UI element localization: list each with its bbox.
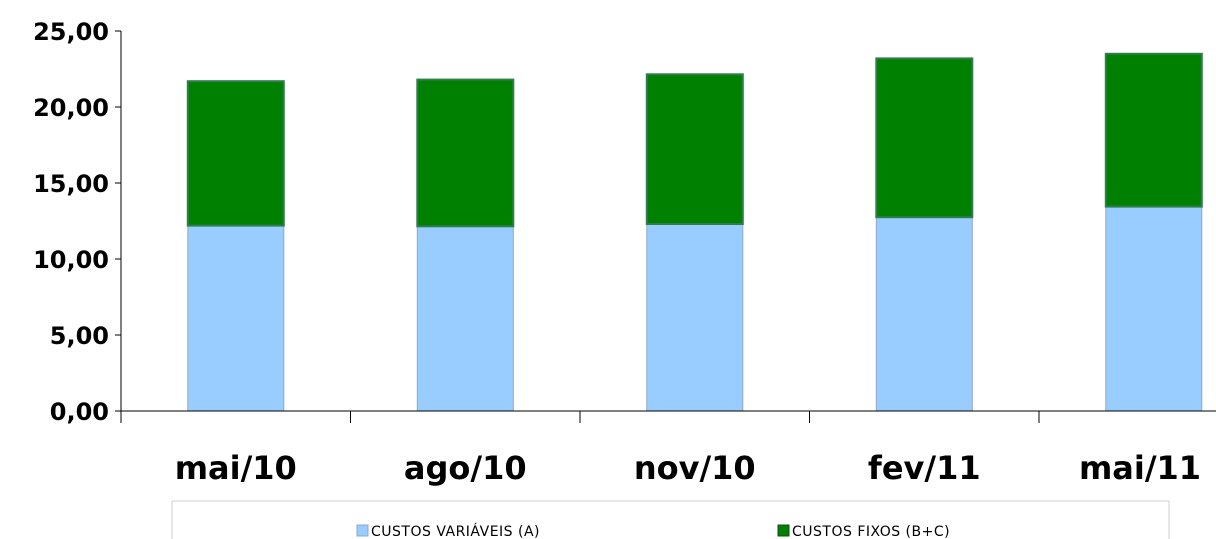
bar-custos-fixos-0 — [186, 80, 285, 227]
legend-label-custos-variaveis: CUSTOS VARIÁVEIS (A) — [371, 523, 540, 539]
bar-custos-fixos-1 — [416, 78, 515, 228]
y-tick-label-0: 0,00 — [50, 398, 109, 426]
axes: 0,00 5,00 10,00 15,00 20,00 25,00 mai/10 ago/10… — [33, 18, 1216, 487]
bar-custos-variaveis-1 — [416, 225, 514, 412]
y-tick-label-4: 20,00 — [33, 94, 109, 122]
bar-custos-variaveis-2 — [646, 223, 744, 412]
bar-custos-variaveis-3 — [875, 216, 973, 412]
x-tick-label-2: nov/10 — [634, 449, 756, 487]
bar-custos-fixos-2 — [645, 73, 744, 225]
y-tick-label-5: 25,00 — [33, 18, 109, 46]
x-tick-label-1: ago/10 — [404, 449, 527, 487]
legend: CUSTOS VARIÁVEIS (A) CUSTOS FIXOS (B+C) — [171, 500, 1170, 539]
legend-box — [171, 500, 1170, 539]
y-tick-label-1: 5,00 — [50, 322, 109, 350]
legend-label-custos-fixos: CUSTOS FIXOS (B+C) — [792, 524, 950, 539]
plot-area — [186, 52, 1203, 412]
bar-custos-fixos-3 — [875, 57, 974, 219]
legend-swatch-custos-fixos — [777, 524, 790, 537]
x-tick-label-4: mai/11 — [1079, 449, 1201, 487]
legend-swatch-custos-variaveis — [356, 524, 369, 537]
x-tick-label-0: mai/10 — [175, 449, 297, 487]
y-tick-label-2: 10,00 — [33, 246, 109, 274]
bar-custos-variaveis-0 — [187, 225, 285, 412]
bar-custos-variaveis-4 — [1105, 206, 1203, 412]
bar-custos-fixos-4 — [1104, 52, 1203, 208]
x-tick-label-3: fev/11 — [868, 449, 981, 487]
y-tick-label-3: 15,00 — [33, 170, 109, 198]
